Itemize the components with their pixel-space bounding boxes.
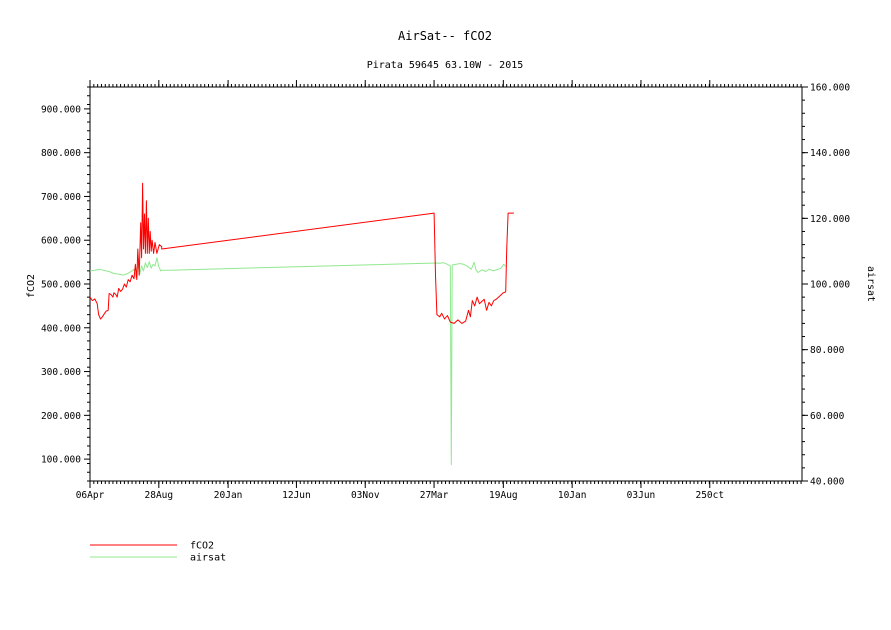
series-lines — [89, 182, 514, 466]
y-right-tick-label: 160.000 — [810, 83, 850, 94]
x-tick-label: 20Jan — [214, 490, 243, 501]
y-left-tick-label: 800.000 — [41, 148, 81, 159]
y-left-tick-label: 700.000 — [41, 192, 81, 203]
y-left-tick-label: 900.000 — [41, 104, 81, 115]
y-right-tick-label: 40.000 — [810, 477, 845, 488]
y-left-tick-label: 500.000 — [41, 280, 81, 291]
y-left-tick-label: 600.000 — [41, 236, 81, 247]
x-tick-label: 06Apr — [76, 490, 105, 501]
x-tick-label: 27Mar — [420, 490, 449, 501]
x-tick-label: 12Jun — [282, 490, 311, 501]
y-left-tick-label: 400.000 — [41, 323, 81, 334]
x-tick-label: 10Jan — [558, 490, 587, 501]
chart-subtitle: Pirata 59645 63.10W - 2015 — [367, 60, 524, 71]
y-right-tick-label: 80.000 — [810, 345, 845, 356]
chart-title: AirSat-- fCO2 — [398, 29, 492, 43]
y-left-tick-label: 300.000 — [41, 367, 81, 378]
x-tick-label: 19Aug — [489, 490, 518, 501]
y-axis-label-right: airsat — [865, 266, 876, 302]
legend-label-airsat: airsat — [190, 553, 226, 564]
y-right-tick-label: 60.000 — [810, 411, 845, 422]
axes: 100.000 200.000 300.000 400.000 500.000 600.0… — [41, 80, 850, 501]
y-left-tick-label: 200.000 — [41, 411, 81, 422]
x-tick-label: 03Nov — [351, 490, 380, 501]
series-line-fco2 — [89, 182, 514, 324]
y-axis-label-left: fCO2 — [26, 274, 37, 298]
y-right-tick-label: 140.000 — [810, 148, 850, 159]
legend-label-fco2: fCO2 — [190, 541, 214, 552]
y-left-tick-label: 100.000 — [41, 455, 81, 466]
y-right-tick-label: 120.000 — [810, 214, 850, 225]
plot-frame — [89, 86, 803, 482]
series-line-airsat — [89, 257, 507, 466]
x-tick-label: 03Jun — [627, 490, 656, 501]
y-right-tick-label: 100.000 — [810, 280, 850, 291]
x-tick-label: 28Aug — [145, 490, 174, 501]
x-tick-label: 250ct — [695, 490, 724, 501]
